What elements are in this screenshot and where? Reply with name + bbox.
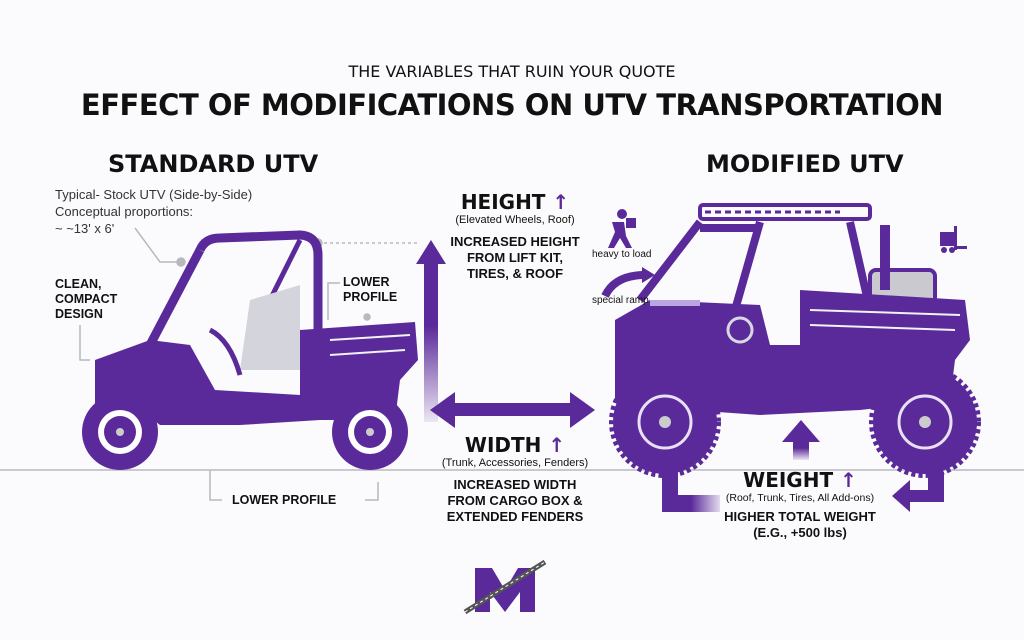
label-line: PROFILE: [343, 290, 398, 304]
rear-tire: [869, 366, 981, 478]
detail-line: INCREASED HEIGHT: [450, 234, 580, 249]
width-sub: (Trunk, Accessories, Fenders): [441, 457, 589, 469]
width-block: WIDTH ↑ (Trunk, Accessories, Fenders) IN…: [425, 433, 605, 525]
lower-profile-side-label: LOWER PROFILE: [343, 275, 397, 305]
desc-line: ~ ~13' x 6': [55, 221, 115, 236]
special-ramp-icon: [601, 267, 655, 298]
height-block: HEIGHT ↑ (Elevated Wheels, Roof) INCREAS…: [440, 190, 590, 282]
logo: [463, 559, 547, 615]
height-title: HEIGHT: [460, 190, 546, 214]
detail-line: FROM LIFT KIT,: [466, 250, 564, 265]
standard-description: Typical- Stock UTV (Side-by-Side) Concep…: [55, 186, 252, 237]
height-arrow: [416, 240, 446, 422]
weight-arrows: [662, 420, 944, 512]
clean-compact-label: CLEAN, COMPACT DESIGN: [55, 277, 117, 322]
width-double-arrow: [430, 392, 595, 428]
forklift-icon: [940, 226, 967, 253]
detail-line: EXTENDED FENDERS: [446, 509, 584, 524]
weight-block: WEIGHT ↑ (Roof, Trunk, Tires, All Add-on…: [700, 468, 900, 541]
desc-line: Conceptual proportions:: [55, 204, 194, 219]
arrow-up-icon: ↑: [840, 468, 857, 492]
detail-line: (E.G., +500 lbs): [753, 525, 847, 540]
arrow-up-icon: ↑: [548, 433, 566, 457]
detail-line: HIGHER TOTAL WEIGHT: [724, 509, 876, 524]
height-detail: INCREASED HEIGHT FROM LIFT KIT, TIRES, &…: [440, 234, 590, 282]
standard-utv-drawing: [82, 230, 418, 470]
height-sub: (Elevated Wheels, Roof): [455, 214, 575, 226]
detail-line: FROM CARGO BOX &: [447, 493, 583, 508]
weight-title: WEIGHT: [743, 468, 834, 492]
detail-line: INCREASED WIDTH: [453, 477, 577, 492]
heavy-load-icon: [608, 209, 636, 248]
leader-lines: [79, 227, 420, 501]
weight-detail: HIGHER TOTAL WEIGHT (E.G., +500 lbs): [700, 509, 900, 541]
special-ramp-label: special ramp: [592, 295, 649, 306]
label-line: DESIGN: [55, 307, 103, 321]
page-title: EFFECT OF MODIFICATIONS ON UTV TRANSPORT…: [80, 88, 944, 122]
label-line: LOWER: [343, 275, 390, 289]
width-detail: INCREASED WIDTH FROM CARGO BOX & EXTENDE…: [425, 477, 605, 525]
modified-utv-title: MODIFIED UTV: [706, 150, 904, 178]
width-title: WIDTH: [464, 433, 542, 457]
detail-line: TIRES, & ROOF: [466, 266, 564, 281]
heavy-load-label: heavy to load: [592, 249, 652, 260]
weight-sub: (Roof, Trunk, Tires, All Add-ons): [725, 492, 875, 504]
lower-profile-bottom-label: LOWER PROFILE: [232, 493, 337, 507]
subtitle: THE VARIABLES THAT RUIN YOUR QUOTE: [348, 62, 676, 81]
desc-line: Typical- Stock UTV (Side-by-Side): [55, 187, 253, 202]
modified-utv-drawing: [609, 203, 981, 478]
label-line: CLEAN,: [55, 277, 102, 291]
standard-utv-title: STANDARD UTV: [108, 150, 319, 178]
arrow-up-icon: ↑: [552, 190, 570, 214]
label-line: COMPACT: [55, 292, 118, 306]
front-tire: [609, 366, 721, 478]
